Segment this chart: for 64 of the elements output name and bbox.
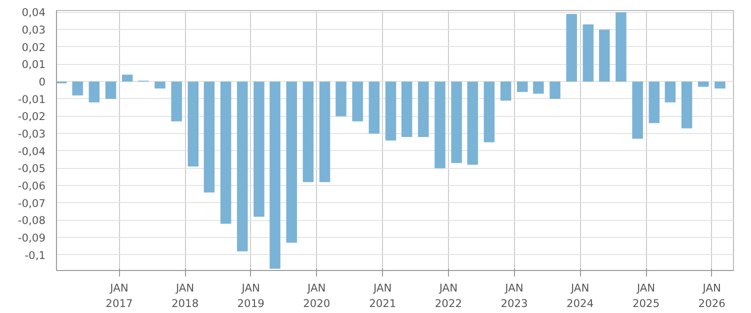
- bar: [204, 82, 215, 192]
- x-tick-label: JAN 2021: [369, 282, 396, 310]
- x-tick-label: JAN 2022: [434, 282, 462, 310]
- y-tick-label: 0,04: [22, 6, 46, 20]
- x-tick-label: JAN 2019: [237, 282, 265, 310]
- bar: [105, 82, 116, 99]
- y-tick-label: -0,01: [18, 92, 46, 106]
- bar: [451, 82, 462, 164]
- bar: [302, 82, 314, 182]
- bar: [714, 82, 726, 88]
- bar: [237, 82, 248, 252]
- bar: [154, 82, 166, 88]
- x-tick-label: JAN 2017: [106, 282, 133, 310]
- bar: [122, 74, 133, 82]
- y-tick-label: 0,02: [22, 40, 46, 54]
- y-tick-label: -0,05: [18, 162, 46, 176]
- bar: [681, 82, 692, 128]
- y-tick-label: -0,03: [18, 128, 46, 141]
- bar: [664, 82, 676, 102]
- x-tick-label: JAN 2025: [632, 282, 660, 310]
- bar: [467, 82, 478, 165]
- bar: [566, 14, 577, 82]
- bar: [254, 82, 264, 217]
- bar: [88, 82, 100, 102]
- bar: [72, 82, 83, 96]
- y-tick-label: 0,03: [22, 24, 46, 37]
- x-tick-label: JAN 2026: [698, 282, 726, 310]
- bar: [434, 82, 446, 168]
- bar: [648, 82, 660, 124]
- y-tick-label: -0,06: [18, 180, 46, 193]
- bar: [582, 24, 594, 82]
- y-tick-label: -0,02: [18, 110, 46, 124]
- bar: [352, 82, 363, 122]
- bar: [418, 82, 429, 138]
- y-tick-label: 0: [38, 76, 46, 89]
- bar: [599, 30, 610, 82]
- x-tick-label: JAN 2024: [566, 282, 594, 310]
- x-tick-label: JAN 2023: [500, 282, 528, 310]
- bar: [286, 82, 297, 243]
- bar: [698, 82, 709, 87]
- bar: [171, 82, 182, 122]
- bar: [319, 82, 330, 182]
- bar: [550, 82, 560, 99]
- bar: [188, 82, 199, 166]
- y-tick-label: -0,08: [18, 214, 46, 228]
- x-tick-label: JAN 2020: [303, 282, 330, 310]
- bar: [270, 82, 280, 269]
- bar: [632, 82, 643, 139]
- y-tick-label: -0,09: [18, 232, 46, 245]
- bar: [220, 82, 232, 224]
- bar: [500, 82, 512, 101]
- y-tick-label: -0,07: [18, 196, 46, 210]
- bar: [533, 82, 544, 94]
- bar: [368, 82, 380, 134]
- bar: [484, 82, 495, 142]
- bar: [616, 12, 626, 82]
- y-tick-label: 0,01: [22, 58, 46, 72]
- bar: [401, 82, 412, 138]
- bar: [517, 82, 528, 92]
- y-tick-label: -0,1: [24, 248, 46, 262]
- x-tick-label: JAN 2018: [171, 282, 199, 310]
- bar: [385, 82, 396, 140]
- y-tick-label: -0,04: [18, 144, 46, 158]
- bar: [336, 82, 346, 116]
